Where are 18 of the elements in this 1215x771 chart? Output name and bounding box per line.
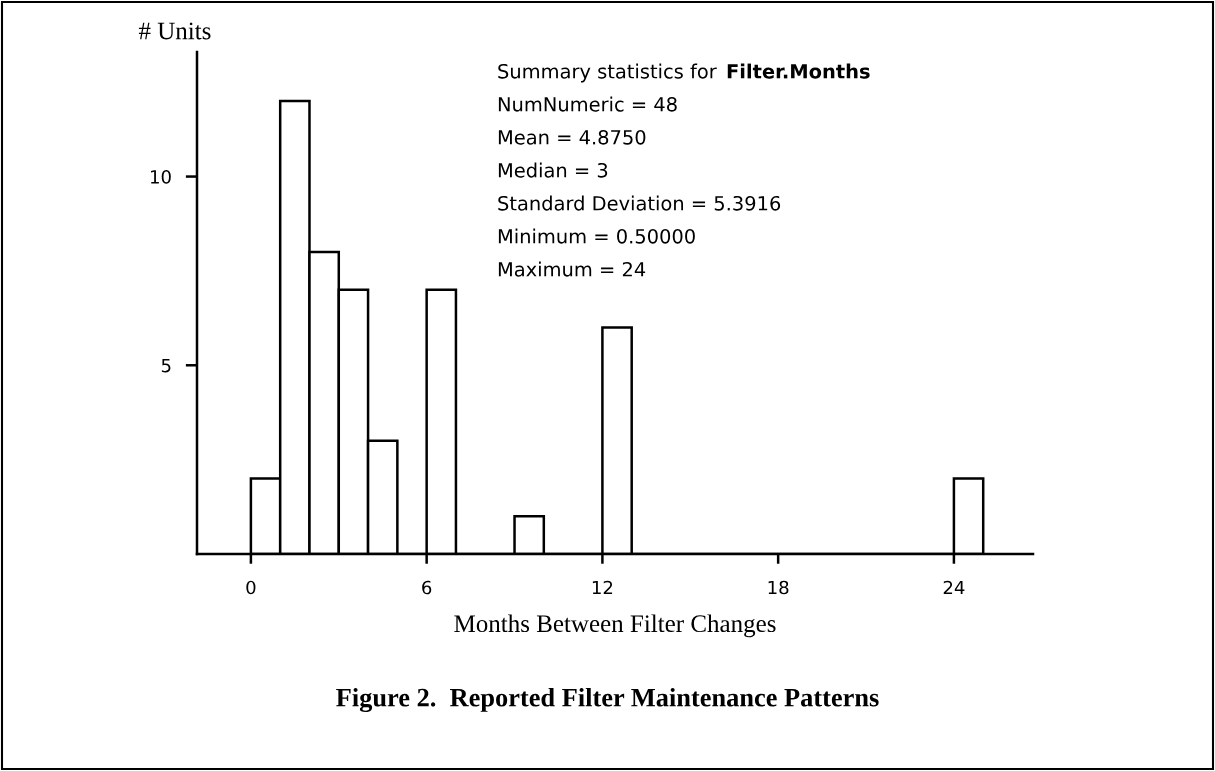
y-axis-title: # Units xyxy=(138,22,211,40)
x-tick-label: 12 xyxy=(592,580,613,595)
y-tick-label: 5 xyxy=(161,358,171,373)
x-tick-label: 18 xyxy=(768,580,789,595)
x-tick-label: 24 xyxy=(943,580,965,595)
annotation: Median = 3 xyxy=(498,162,608,178)
annotation: Minimum = 0.50000 xyxy=(498,228,695,244)
y-tick-label: 10 xyxy=(151,170,171,184)
annotation: NumNumeric = 48 xyxy=(498,96,677,112)
annotation: Maximum = 24 xyxy=(498,261,646,277)
x-tick-label: 0 xyxy=(246,580,256,595)
annotation: Filter.Months xyxy=(727,63,870,79)
annotation: Standard Deviation = 5.3916 xyxy=(498,195,781,211)
x-axis-title: Months Between Filter Changes xyxy=(454,614,776,638)
annotation: Mean = 4.8750 xyxy=(498,129,646,145)
annotation: Summary statistics for xyxy=(498,63,717,83)
text: Figure 2. Reported Filter Maintenance Patterns xyxy=(336,687,879,713)
x-tick-label: 6 xyxy=(422,580,432,595)
